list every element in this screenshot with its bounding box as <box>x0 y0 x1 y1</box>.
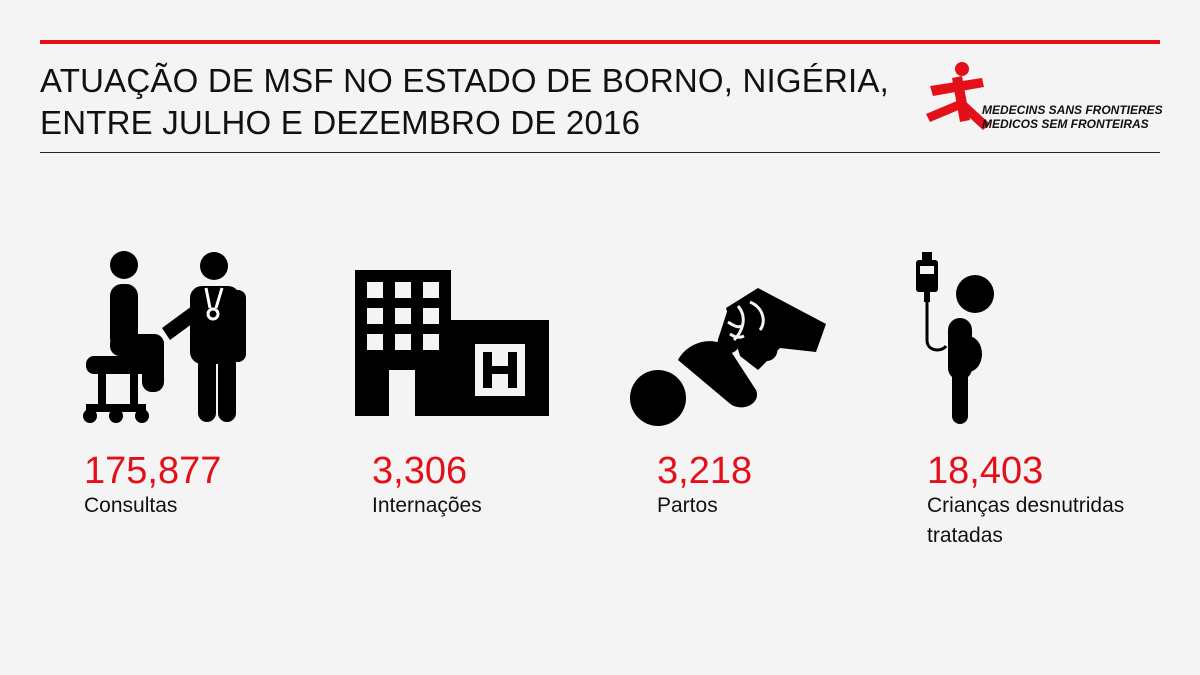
header-divider <box>40 152 1160 153</box>
msf-logo: MEDECINS SANS FRONTIERES MEDICOS SEM FRO… <box>924 60 1163 140</box>
stat-label: Consultas <box>84 494 178 517</box>
stat-label: Partos <box>657 494 718 517</box>
malnourished-child-iv-icon <box>916 252 994 424</box>
logo-line-2: MEDICOS SEM FRONTEIRAS <box>982 117 1149 131</box>
title-line-1: ATUAÇÃO DE MSF NO ESTADO DE BORNO, NIGÉR… <box>40 62 889 99</box>
msf-running-figure-icon <box>926 62 990 130</box>
title-line-2: ENTRE JULHO E DEZEMBRO DE 2016 <box>40 104 641 141</box>
doctor-patient-icon <box>83 251 246 423</box>
page-title: ATUAÇÃO DE MSF NO ESTADO DE BORNO, NIGÉR… <box>40 60 900 144</box>
stat-value: 18,403 <box>927 450 1044 492</box>
hospital-icon <box>355 270 549 416</box>
stat-value: 175,877 <box>84 450 222 492</box>
logo-wordmark: MEDECINS SANS FRONTIERES MEDICOS SEM FRO… <box>982 103 1163 131</box>
childbirth-icon <box>630 288 826 426</box>
stat-value: 3,306 <box>372 450 468 492</box>
top-red-rule <box>40 40 1160 44</box>
stat-label: Crianças desnutridas tratadas <box>927 494 1125 547</box>
logo-line-1: MEDECINS SANS FRONTIERES <box>982 103 1163 117</box>
stat-label: Internações <box>372 494 482 517</box>
stat-value: 3,218 <box>657 450 753 492</box>
